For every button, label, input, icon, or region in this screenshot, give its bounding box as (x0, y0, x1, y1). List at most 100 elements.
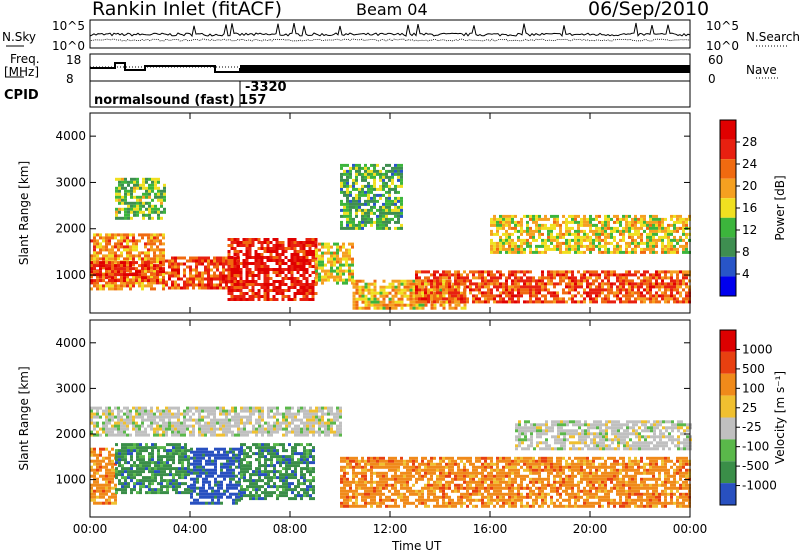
power-cell (114, 273, 117, 277)
power-cell (272, 268, 276, 271)
power-cell (281, 268, 285, 271)
power-cell (514, 285, 517, 289)
power-cell (661, 297, 664, 301)
velocity-cell (99, 468, 102, 472)
power-cell (340, 166, 343, 170)
power-cell (655, 297, 658, 301)
power-cell (568, 220, 571, 224)
velocity-cell (276, 494, 279, 498)
velocity-cell (139, 482, 142, 486)
power-cell (135, 273, 138, 277)
velocity-cell (433, 465, 436, 469)
velocity-cell (433, 483, 436, 487)
power-cell (180, 262, 183, 266)
power-cell (133, 180, 136, 184)
velocity-cell (240, 446, 243, 450)
power-cell (676, 214, 679, 218)
velocity-cell (346, 462, 349, 466)
power-cell (254, 265, 258, 268)
velocity-cell (124, 461, 127, 465)
power-cell (610, 217, 613, 221)
power-cell (568, 226, 571, 230)
power-cell (151, 180, 154, 184)
power-cell (126, 236, 129, 240)
power-cell (129, 267, 132, 271)
power-cell (448, 294, 451, 298)
velocity-cell (114, 483, 117, 487)
power-cell (207, 265, 210, 269)
power-cell (157, 192, 160, 196)
power-cell (484, 294, 487, 298)
velocity-cell (214, 489, 217, 493)
power-cell (556, 241, 559, 245)
velocity-cell (90, 465, 93, 469)
power-cell (634, 285, 637, 289)
power-cell (141, 251, 144, 255)
velocity-cell (246, 488, 249, 492)
velocity-cell (361, 483, 364, 487)
power-cell (496, 279, 499, 283)
power-cell (385, 172, 388, 176)
velocity-cell (355, 462, 358, 466)
velocity-cell (349, 486, 352, 490)
velocity-cell (223, 453, 226, 457)
power-cell (679, 279, 682, 283)
power-cell (568, 285, 571, 289)
velocity-cell (160, 485, 163, 489)
power-cell (151, 183, 154, 187)
power-cell (604, 294, 607, 298)
velocity-cell (388, 477, 391, 481)
velocity-cell (105, 483, 108, 487)
velocity-cell (181, 473, 184, 477)
power-cell (391, 306, 395, 310)
velocity-cell (421, 498, 424, 502)
power-cell (616, 273, 619, 277)
velocity-cell (276, 449, 279, 453)
velocity-cell (427, 477, 430, 481)
power-cell (400, 184, 403, 188)
power-cell (538, 288, 541, 292)
velocity-cell (285, 449, 288, 453)
power-cell (619, 288, 622, 292)
velocity-cell (300, 482, 303, 486)
power-cell (126, 267, 129, 271)
power-cell (99, 251, 102, 255)
power-cell (613, 214, 616, 218)
power-cell (655, 214, 658, 218)
velocity-cell (243, 473, 246, 477)
velocity-cell (105, 465, 108, 469)
power-cell (342, 245, 345, 249)
power-cell (427, 300, 430, 304)
power-cell (154, 180, 157, 184)
velocity-cell (270, 485, 273, 489)
velocity-cell (208, 456, 211, 460)
power-cell (457, 270, 460, 274)
velocity-cell (196, 480, 199, 484)
power-cell (213, 262, 216, 266)
power-cell (251, 262, 255, 265)
velocity-cell (160, 476, 163, 480)
power-cell (141, 276, 144, 280)
velocity-cell (172, 467, 175, 471)
power-cell (373, 175, 376, 179)
power-cell (442, 291, 445, 295)
power-cell (281, 280, 285, 283)
power-cell (231, 265, 234, 269)
velocity-cell (255, 479, 258, 483)
power-cell (314, 259, 318, 262)
power-cell (156, 273, 159, 277)
velocity-cell (202, 486, 205, 490)
velocity-cell (300, 455, 303, 459)
velocity-cell (409, 492, 412, 496)
velocity-cell (379, 474, 382, 478)
power-cell (382, 166, 385, 170)
velocity-cell (312, 476, 315, 480)
power-cell (108, 236, 111, 240)
power-cell (445, 270, 448, 274)
velocity-cell (364, 498, 367, 502)
power-cell (391, 303, 395, 307)
power-cell (628, 229, 631, 233)
power-cell (210, 286, 213, 290)
power-cell (118, 207, 121, 211)
power-cell (661, 250, 664, 254)
